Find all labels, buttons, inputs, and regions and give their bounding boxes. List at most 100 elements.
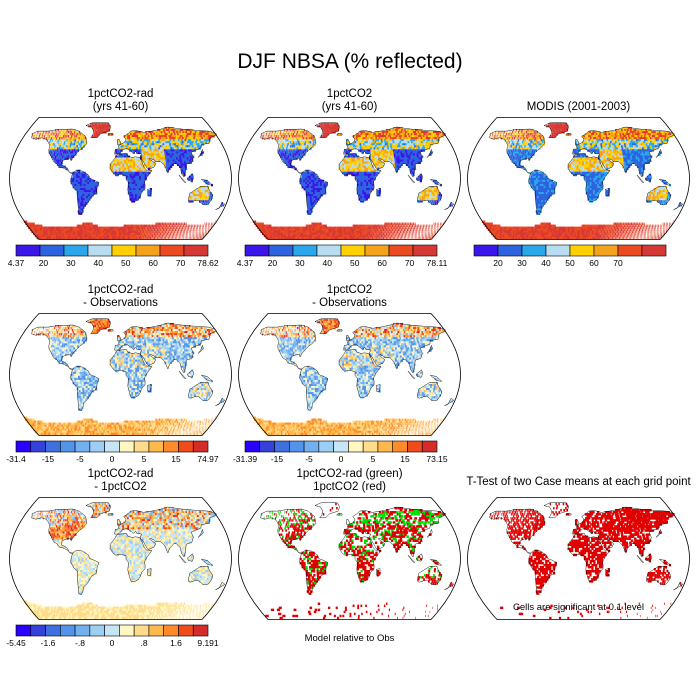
map-cell (84, 230, 88, 234)
map-cell (180, 161, 183, 164)
map-cell (134, 145, 137, 148)
map-cell (366, 143, 369, 146)
map-cell (130, 147, 134, 150)
map-cell (87, 224, 91, 228)
map-cell (358, 187, 361, 191)
map-cell (123, 141, 126, 144)
map-cell (288, 129, 290, 132)
map-cell (410, 157, 413, 160)
map-cell (175, 143, 179, 146)
map-cell (140, 177, 144, 181)
map-cell (378, 149, 382, 152)
map-cell (66, 139, 68, 142)
map-cell (194, 194, 197, 197)
map-cell (391, 131, 394, 134)
map-cell (301, 228, 304, 232)
map-cell (157, 145, 161, 148)
map-cell (369, 234, 371, 238)
map-cell (150, 157, 154, 160)
map-cell (79, 175, 83, 179)
map-cell (416, 161, 420, 164)
map-cell (347, 155, 350, 158)
map-cell (117, 226, 120, 230)
map-cell (312, 183, 315, 187)
map-cell (165, 143, 169, 146)
map-cell (49, 139, 52, 142)
map-cell (392, 159, 396, 162)
map-cell (62, 141, 64, 144)
map-cell (53, 135, 55, 138)
map-cell (148, 137, 151, 140)
map-cell (136, 161, 140, 164)
map-cell (75, 232, 79, 236)
map-cell (83, 200, 86, 203)
map-cell (413, 129, 417, 132)
colorbar-swatch (159, 244, 185, 257)
map-cell (328, 124, 331, 128)
map-cell (153, 224, 155, 228)
map-cell (201, 135, 206, 138)
map-cell (292, 155, 295, 158)
map-cell (309, 230, 312, 234)
map-cell (351, 159, 354, 162)
map-cell (413, 222, 415, 225)
map-cell (151, 145, 154, 148)
map-cell (406, 139, 410, 142)
map-cell (314, 175, 317, 179)
map-cell (82, 232, 86, 236)
map-cell (83, 135, 86, 138)
map-cell (139, 230, 142, 234)
map-cell (350, 234, 353, 238)
map-cell (393, 145, 397, 148)
map-cell (100, 236, 104, 240)
map-cell (92, 224, 95, 228)
map-cell (189, 153, 192, 156)
map-cell (310, 145, 313, 148)
map-cell (147, 133, 150, 136)
map-cell (338, 133, 341, 136)
map-cell (138, 143, 142, 146)
map-cell (69, 131, 71, 134)
map-cell (377, 226, 379, 230)
map-cell (111, 161, 114, 164)
map-cell (138, 230, 140, 234)
map-cell (152, 141, 155, 144)
map-cell (183, 153, 187, 156)
map-cell (157, 153, 160, 156)
colorbar-tick-label: 40 (94, 258, 104, 268)
map-cell (167, 133, 171, 136)
map-cell (115, 226, 118, 230)
map-cell (149, 234, 151, 238)
map-cell (376, 165, 380, 169)
coastline-northAmerica (31, 128, 88, 175)
map-cell (395, 133, 398, 136)
map-cell (46, 137, 48, 140)
map-cell (165, 126, 169, 130)
map-cell (286, 226, 290, 230)
map-cell (310, 137, 313, 140)
map-cell (148, 232, 150, 236)
map-cell (301, 226, 305, 230)
map-cell (89, 187, 92, 191)
map-cell (79, 224, 83, 228)
map-cell (155, 151, 158, 154)
map-cell (426, 135, 430, 138)
map-cell (440, 194, 443, 197)
map-cell (114, 226, 117, 230)
map-cell (149, 163, 152, 167)
map-cell (118, 169, 121, 173)
map-cell (170, 159, 174, 162)
map-cell (370, 153, 374, 156)
map-cell (61, 129, 63, 132)
map-cell (129, 194, 132, 197)
map-cell (343, 230, 346, 234)
map-cell (284, 131, 286, 134)
map-cell (98, 131, 101, 134)
map-cell (369, 183, 373, 187)
map-cell (89, 226, 93, 230)
map-cell (179, 157, 183, 160)
map-cell (362, 163, 365, 167)
map-cell (388, 147, 392, 150)
map-cell (360, 167, 363, 171)
map-cell (179, 139, 183, 142)
